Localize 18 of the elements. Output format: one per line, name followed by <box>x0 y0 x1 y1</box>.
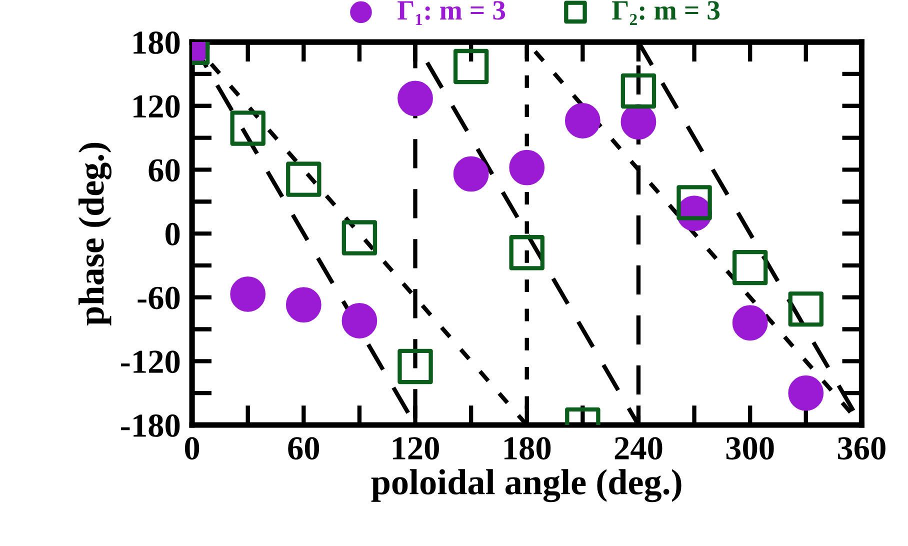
y-tick-label: 180 <box>134 31 180 54</box>
x-axis-title: poloidal angle (deg.) <box>371 469 682 502</box>
x-tick-label: 120 <box>392 437 439 460</box>
legend-label: Γ₂: m = 3 <box>612 1 720 26</box>
y-tick-label: -180 <box>121 414 180 437</box>
x-tick-label: 300 <box>726 437 774 460</box>
x-tick-label: 240 <box>614 437 662 460</box>
x-tick-label: 60 <box>288 437 320 460</box>
y-tick-label: 0 <box>166 222 180 246</box>
y-tick-label: 60 <box>148 159 180 182</box>
x-tick-label: 0 <box>184 437 200 460</box>
y-tick-label: -120 <box>121 350 180 374</box>
x-tick-label: 360 <box>838 437 886 460</box>
y-tick-label: 120 <box>134 95 180 118</box>
y-tick-label: -60 <box>138 286 180 310</box>
x-tick-label: 180 <box>504 437 551 460</box>
y-axis-title: phase (deg.) <box>78 142 112 326</box>
legend-label: Γ₁: m = 3 <box>398 1 506 26</box>
